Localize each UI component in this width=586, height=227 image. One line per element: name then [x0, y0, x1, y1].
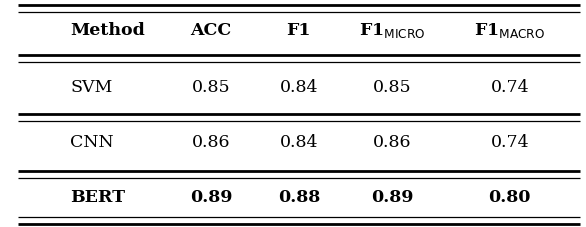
Text: F1: F1 [287, 22, 311, 39]
Text: 0.89: 0.89 [190, 188, 232, 205]
Text: ACC: ACC [190, 22, 231, 39]
Text: 0.74: 0.74 [490, 133, 529, 150]
Text: CNN: CNN [70, 133, 114, 150]
Text: 0.84: 0.84 [280, 79, 318, 96]
Text: BERT: BERT [70, 188, 125, 205]
Text: 0.85: 0.85 [373, 79, 412, 96]
Text: SVM: SVM [70, 79, 113, 96]
Text: 0.85: 0.85 [192, 79, 230, 96]
Text: F1$_{\mathrm{MICRO}}$: F1$_{\mathrm{MICRO}}$ [359, 21, 426, 40]
Text: Method: Method [70, 22, 145, 39]
Text: F1$_{\mathrm{MACRO}}$: F1$_{\mathrm{MACRO}}$ [474, 21, 546, 40]
Text: 0.74: 0.74 [490, 79, 529, 96]
Text: 0.89: 0.89 [372, 188, 414, 205]
Text: 0.86: 0.86 [192, 133, 230, 150]
Text: 0.88: 0.88 [278, 188, 320, 205]
Text: 0.84: 0.84 [280, 133, 318, 150]
Text: 0.80: 0.80 [489, 188, 531, 205]
Text: 0.86: 0.86 [373, 133, 412, 150]
